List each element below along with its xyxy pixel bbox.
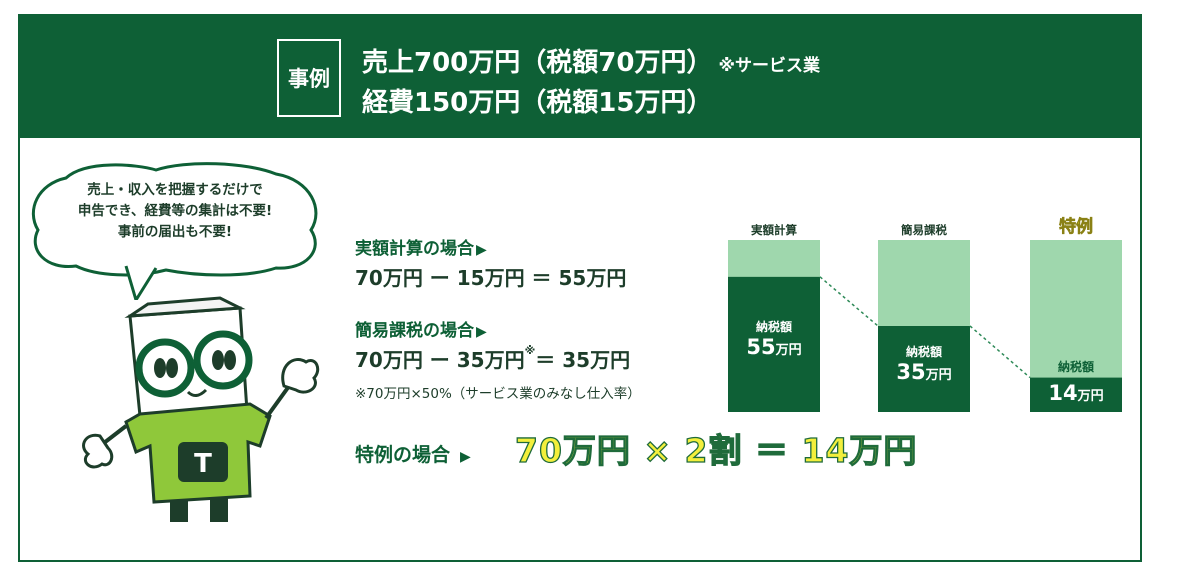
- simple-method-expression: 70万円 ー 35万円※＝ 35万円: [355, 344, 630, 373]
- example-header: 事例 売上700万円（税額70万円） ※サービス業 経費150万円（税額15万円）: [20, 16, 1140, 138]
- actual-method-label-text: 実額計算の場合: [355, 239, 474, 259]
- bar-value-unit: 万円: [1077, 388, 1104, 404]
- bubble-line: 事前の届出も不要!: [117, 224, 233, 240]
- bar-value-unit: 万円: [775, 343, 802, 359]
- bar-value-label: 納税額 35万円: [878, 343, 970, 384]
- bubble-line: 売上・収入を把握するだけで: [87, 182, 263, 198]
- bar-value-caption: 納税額: [905, 345, 942, 359]
- special-method-label-text: 特例の場合: [355, 444, 451, 466]
- arrow-icon: ▶: [476, 324, 487, 340]
- arrow-icon: ▶: [460, 449, 471, 465]
- shirt-letter: T: [194, 449, 212, 479]
- example-tag: 事例: [277, 39, 341, 117]
- mascot-illustration: T: [82, 296, 320, 522]
- bubble-text: 売上・収入を把握するだけで 申告でき、経費等の集計は不要! 事前の届出も不要!: [60, 180, 290, 243]
- bar-value-caption: 納税額: [1057, 359, 1094, 374]
- simple-expr-b: ＝ 35万円: [535, 348, 631, 372]
- special-method-expression: 70万円 × 2割 ＝ 14万円: [514, 430, 918, 470]
- bar-value-number: 55万円: [746, 335, 802, 360]
- simple-expr-a: 70万円 ー 35万円: [355, 348, 525, 372]
- simple-method-label: 簡易課税の場合 ▶: [355, 316, 487, 341]
- bar-value-number: 14万円: [1048, 380, 1104, 405]
- header-note: ※サービス業: [718, 56, 820, 76]
- bar-value-caption: 納税額: [755, 320, 792, 335]
- simple-method-note: ※70万円×50%（サービス業のみなし仕入率）: [355, 386, 641, 402]
- asterisk-mark: ※: [524, 344, 536, 357]
- bar-value-unit: 万円: [925, 368, 952, 383]
- special-method-label: 特例の場合 ▶: [355, 440, 471, 467]
- actual-method-label: 実額計算の場合 ▶: [355, 234, 487, 259]
- bar-value-label: 納税額 55万円: [728, 318, 820, 359]
- header-sales-text: 売上700万円（税額70万円）: [362, 48, 713, 78]
- bubble-line: 申告でき、経費等の集計は不要!: [77, 203, 273, 219]
- arrow-icon: ▶: [476, 242, 487, 258]
- chart-category-label: 特例: [1059, 217, 1094, 238]
- simple-method-label-text: 簡易課税の場合: [355, 321, 474, 341]
- header-sales-line: 売上700万円（税額70万円） ※サービス業: [362, 42, 820, 79]
- bar-value-number: 35万円: [896, 360, 952, 384]
- header-expenses-line: 経費150万円（税額15万円）: [362, 88, 713, 118]
- actual-method-expression: 70万円 ー 15万円 ＝ 55万円: [355, 266, 627, 290]
- chart-category-label: 簡易課税: [901, 223, 947, 237]
- chart-category-label: 実額計算: [751, 223, 797, 237]
- speech-bubble: [31, 162, 318, 300]
- bar-value-label: 納税額 14万円: [1030, 358, 1122, 405]
